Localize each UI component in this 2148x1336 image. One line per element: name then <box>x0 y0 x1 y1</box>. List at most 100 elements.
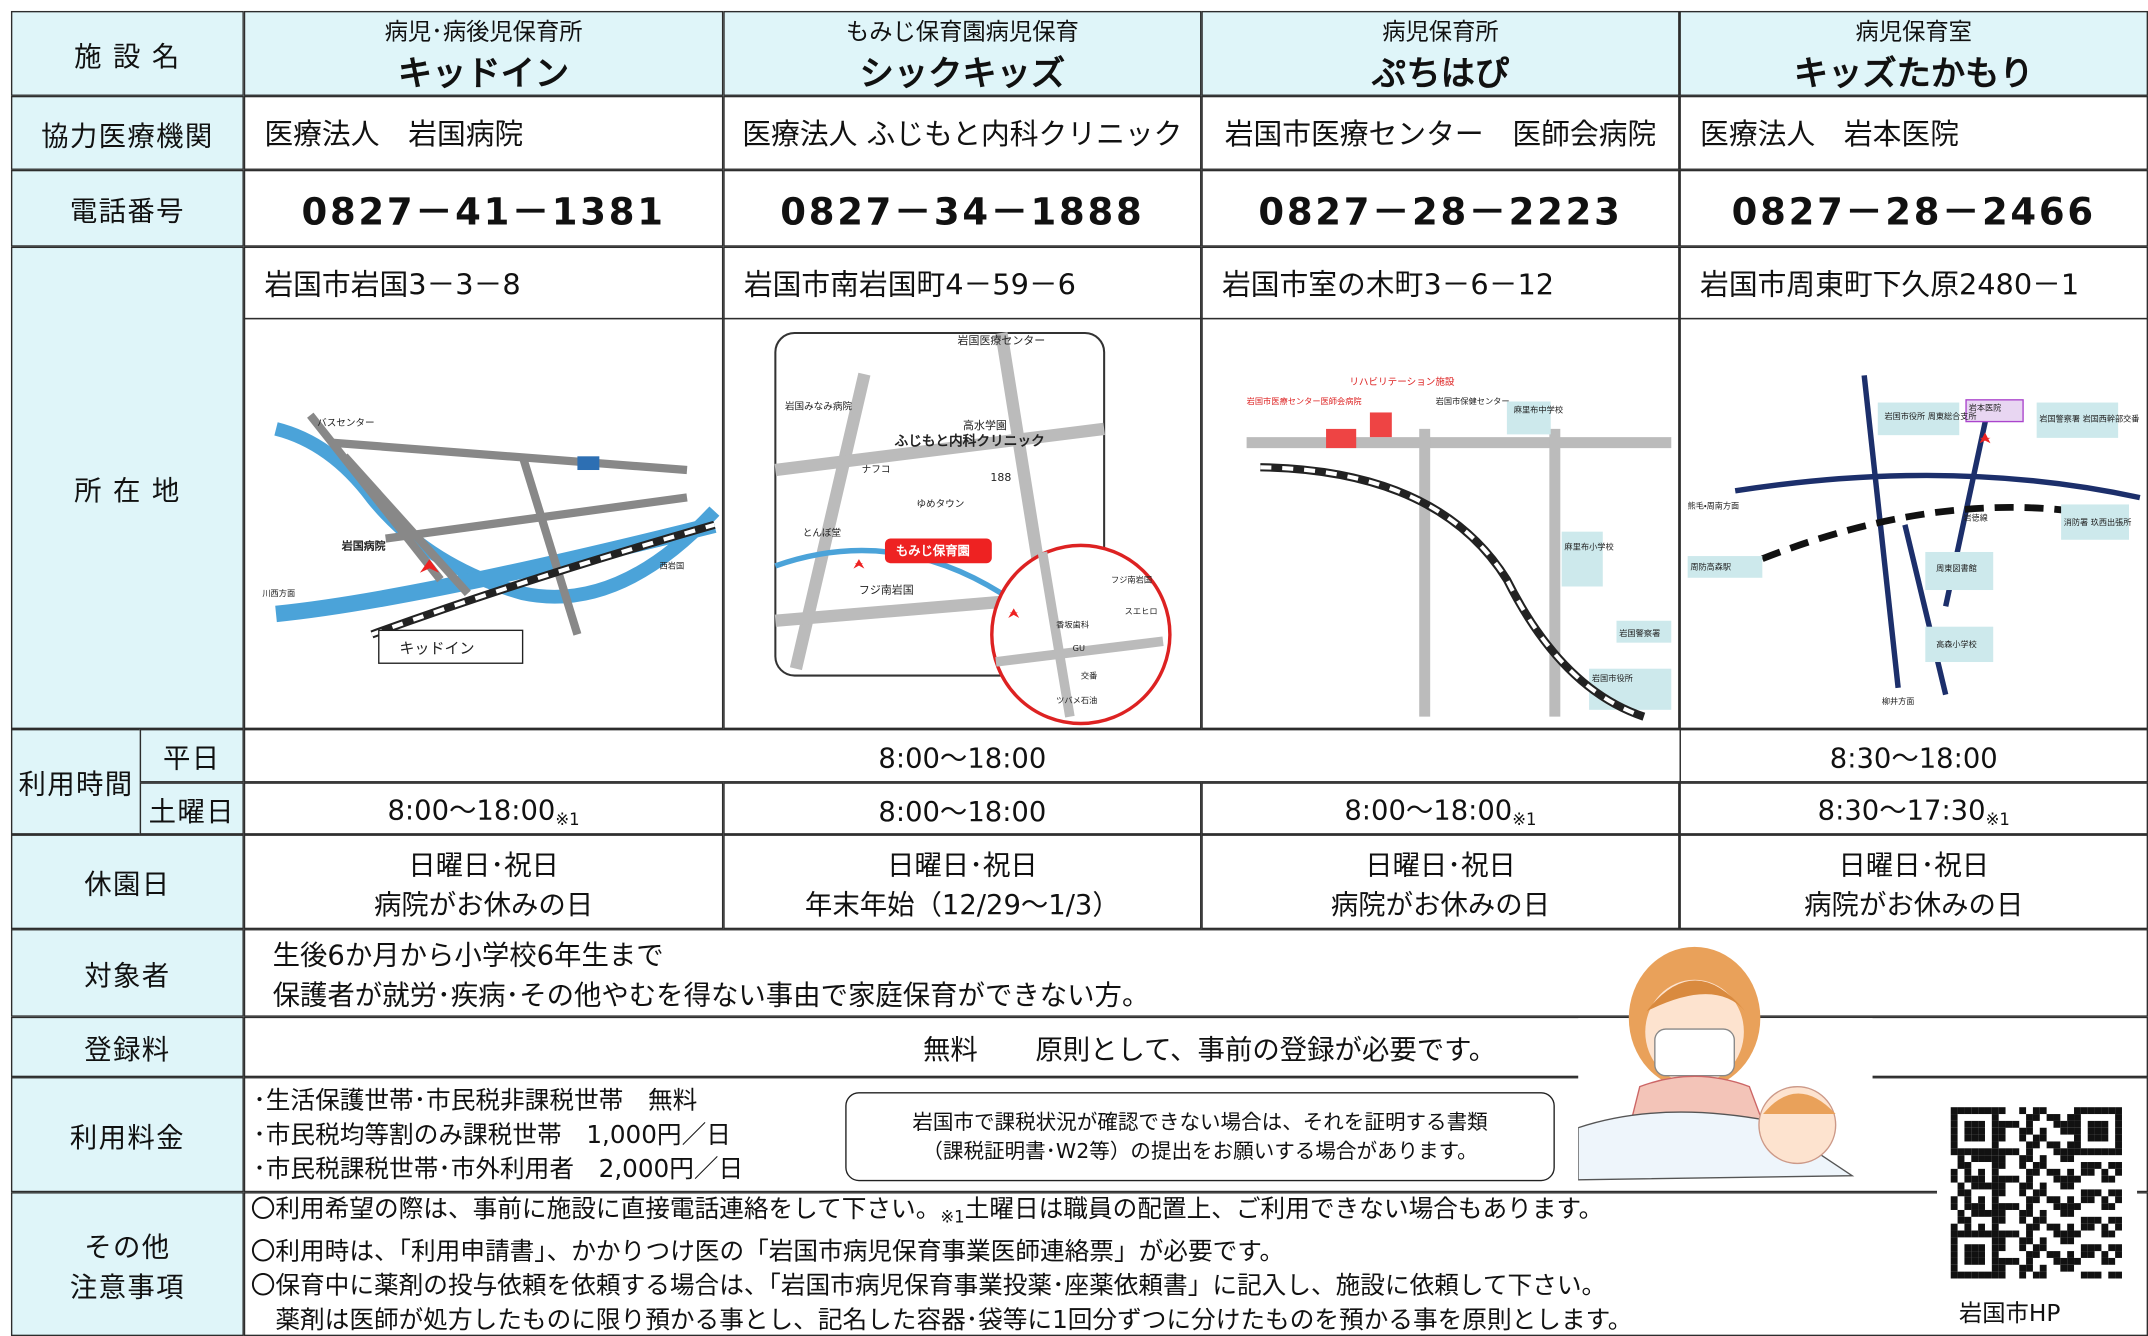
fees-note: 岩国市で課税状況が確認できない場合は、それを証明する書類 （課税証明書･W2等）の… <box>845 1092 1555 1182</box>
closed-line: 病院がお休みの日 <box>373 887 594 921</box>
note-part: 〇保育中に薬剤の投与依頼を依頼する場合は、「岩国市病児保育事業投薬･座薬依頼書」… <box>250 1270 1607 1300</box>
map-label: とんぼ堂 <box>803 527 841 539</box>
facility-subtitle: もみじ保育園病児保育 <box>845 18 1079 46</box>
notes-label: 注意事項 <box>69 1269 185 1303</box>
closed-line: 日曜日･祝日 <box>1365 847 1516 881</box>
saturday-time: 8:00～18:00※1 <box>387 788 579 829</box>
map-cell: リハビリテーション施設 岩国市医療センター医師会病院 岩国市保健センター 麻里布中学校… <box>1201 317 1680 729</box>
address: 岩国市岩国3－3－8 <box>264 267 521 301</box>
facility-name: ぷちはぴ <box>1371 52 1510 93</box>
saturday-cell: 8:30～17:30※1 <box>1679 782 2148 835</box>
phone-number: 0827－28－2223 <box>1258 191 1623 234</box>
note-part: 〇利用希望の際は、事前に施設に直接電話連絡をして下さい。 <box>250 1194 941 1223</box>
closed-label: 休園日 <box>84 867 171 901</box>
time: 8:30～17:30 <box>1817 793 1986 827</box>
time: 8:00～18:00 <box>387 793 556 827</box>
row-header: 平日 <box>139 728 244 783</box>
partner-cell: 医療法人 岩国病院 <box>243 95 724 170</box>
phone-cell: 0827－28－2466 <box>1679 169 2148 247</box>
saturday-cell: 8:00～18:00※1 <box>243 782 724 835</box>
closed-line: 病院がお休みの日 <box>1804 887 2024 921</box>
row-header: 登録料 <box>10 1016 244 1078</box>
address-cell: 岩国市室の木町3－6－12 <box>1201 246 1680 320</box>
map-label: 岩国みなみ病院 <box>785 401 852 413</box>
address: 岩国市室の木町3－6－12 <box>1221 267 1555 301</box>
registration-text: 原則として、事前の登録が必要です。 <box>1035 1032 1497 1066</box>
saturday-cell: 8:00～18:00 <box>723 782 1202 835</box>
facility-header: 病児保育所 ぷちはぴ <box>1201 10 1680 96</box>
closed-line: 日曜日･祝日 <box>887 847 1038 881</box>
fees-label: 利用料金 <box>69 1120 185 1154</box>
map-label: 川西方面 <box>262 588 295 598</box>
facility-name: キッズたかもり <box>1793 52 2034 93</box>
map-label: 岩本医院 <box>1969 403 2002 413</box>
partner-cell: 岩国市医療センター 医師会病院 <box>1201 95 1680 170</box>
hours-label: 利用時間 <box>18 767 134 801</box>
map-label: 岩徳線 <box>1963 513 1987 523</box>
note-line: 〇利用希望の際は、事前に施設に直接電話連絡をして下さい。※1土曜日は職員の配置上… <box>250 1194 1604 1234</box>
map-label: 麻里布小学校 <box>1564 541 1613 551</box>
weekday-cell: 8:00～18:00 <box>243 728 1681 783</box>
note-mark: ※1 <box>1985 809 2010 830</box>
weekday-time: 8:30～18:00 <box>1829 741 1998 775</box>
header-label: 施 設 名 <box>74 39 181 72</box>
note-mark: ※1 <box>555 809 580 830</box>
saturday-time: 8:30～17:30※1 <box>1818 788 2010 829</box>
map-label: 周防高森駅 <box>1690 562 1731 572</box>
row-header: 利用時間 <box>10 728 142 835</box>
map-label: 岩国警察署 <box>1619 628 1660 638</box>
note-part: ※1 <box>940 1206 965 1226</box>
map: 岩国医療センター岩国みなみ病院高水学園ふじもと内科クリニックナフコゆめタウンとん… <box>774 331 1172 726</box>
address: 岩国市周東町下久原2480－1 <box>1700 267 2080 301</box>
map-label: 岩国市医療センター医師会病院 <box>1247 396 1362 406</box>
registration-fee: 無料 <box>923 1032 978 1066</box>
fee-line: ･市民税課税世帯･市外利用者 2,000円／日 <box>253 1154 744 1184</box>
qr-label: 岩国市HP <box>1958 1293 2061 1328</box>
facility-header: もみじ保育園病児保育シックキッズ <box>723 10 1202 96</box>
phone-cell: 0827－41－1381 <box>243 169 724 247</box>
map-label: 交番 <box>1081 670 1097 680</box>
map-label: 岩国警察署 岩国西幹部交番 <box>2039 414 2139 424</box>
location-label: 所 在 地 <box>74 473 181 507</box>
target-line: 生後6か月から小学校6年生まで <box>272 938 664 972</box>
map-label: スエヒロ <box>1125 606 1158 616</box>
map-label: 岩国市役所 周東総合支所 <box>1885 411 1977 421</box>
note-part: 〇利用時は、「利用申請書」、かかりつけ医の「岩国市病児保育事業医師連絡票」が必要… <box>250 1236 1285 1266</box>
phone-cell: 0827－28－2223 <box>1201 169 1680 247</box>
closed-line: 日曜日･祝日 <box>1838 847 1990 881</box>
illustration <box>1578 946 1873 1183</box>
target-cell: 生後6か月から小学校6年生まで 保護者が就労･疾病･その他やむを得ない事由で家庭保… <box>243 929 2148 1017</box>
notes-label: その他 <box>84 1229 171 1263</box>
facility-header: 病児保育室 キッズたかもり <box>1679 10 2148 96</box>
map-label: フジ南岩国 <box>859 582 914 596</box>
address-cell: 岩国市周東町下久原2480－1 <box>1679 246 2148 320</box>
row-header: 利用料金 <box>10 1077 244 1193</box>
row-header: 協力医療機関 <box>10 95 244 170</box>
facility-name: キッドイン <box>397 52 570 93</box>
row-header: 対象者 <box>10 929 244 1017</box>
note-part: 土曜日は職員の配置上、ご利用できない場合もあります。 <box>964 1194 1604 1223</box>
closed-cell: 日曜日･祝日 病院がお休みの日 <box>1679 834 2148 930</box>
facility-name: シックキッズ <box>859 52 1066 93</box>
map-label: 岩国病院 <box>341 538 386 552</box>
partner-label: 協力医療機関 <box>41 118 214 152</box>
map-label: GU <box>1073 643 1085 653</box>
closed-line: 日曜日･祝日 <box>408 847 559 881</box>
row-header: 電話番号 <box>10 169 244 247</box>
map-label: 香坂歯科 <box>1056 620 1089 630</box>
weekday-time: 8:00～18:00 <box>878 741 1047 775</box>
partner-name: 医療法人 岩国病院 <box>264 117 524 151</box>
phone-cell: 0827－34－1888 <box>723 169 1202 247</box>
notes-cell: 〇利用希望の際は、事前に施設に直接電話連絡をして下さい。※1土曜日は職員の配置上… <box>243 1192 2148 1336</box>
map-label: リハビリテーション施設 <box>1349 376 1455 388</box>
saturday-label: 土曜日 <box>148 794 235 827</box>
map-cell: バスセンター 岩国病院 川西方面 西岩国 キッドイン <box>243 317 724 729</box>
map-cell: 岩国市役所 周東総合支所 岩本医院 岩国警察署 岩国西幹部交番 熊毛・周南方面 岩徳線 消… <box>1679 317 2148 729</box>
row-header: その他 注意事項 <box>10 1192 244 1336</box>
saturday-time: 8:00～18:00 <box>878 789 1046 829</box>
closed-cell: 日曜日･祝日 病院がお休みの日 <box>1201 834 1680 930</box>
